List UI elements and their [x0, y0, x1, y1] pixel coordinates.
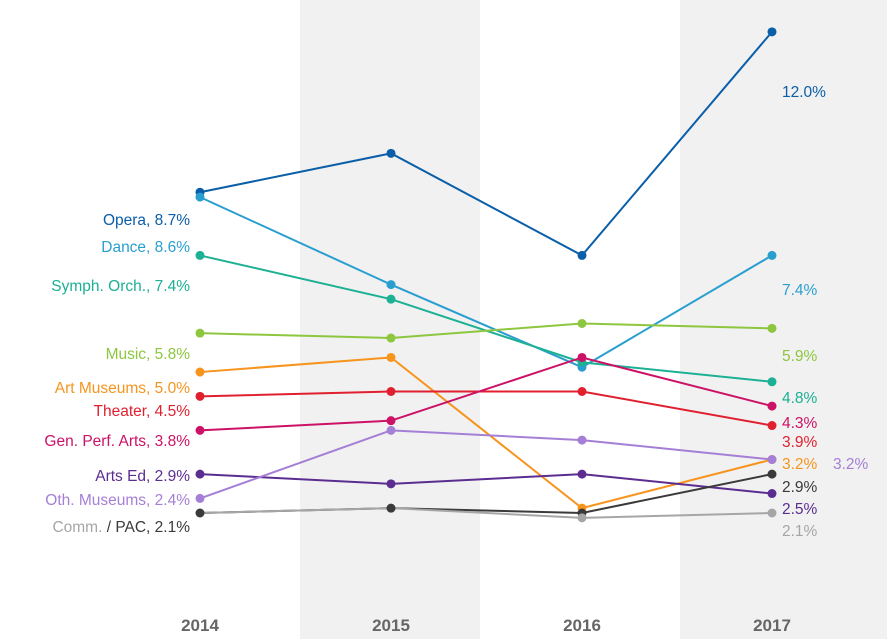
series-line-comm [199, 507, 773, 519]
data-point-oth-museums-2014 [195, 493, 205, 503]
data-point-music-2015 [386, 333, 396, 343]
right-label-music: 5.9% [782, 348, 818, 365]
right-label-oth-museums: 3.2% [833, 456, 869, 473]
series-labels: Opera, 8.7% 12.0% Dance, 8.6% 7.4% Symph. Or… [44, 84, 868, 540]
right-label-arts-ed: 2.5% [782, 501, 818, 518]
data-point-theater-2016 [577, 387, 587, 396]
data-point-comm-pac-2015 [386, 503, 396, 513]
data-point-art-museums-2014 [195, 367, 205, 377]
right-label-theater: 3.9% [782, 434, 818, 451]
data-point-gen-perf-arts-2015 [386, 416, 396, 426]
data-point-music-2014 [195, 328, 205, 338]
left-label-opera: Opera, 8.7% [103, 212, 190, 229]
x-tick-2016: 2016 [563, 616, 601, 635]
column-band-2017 [680, 0, 887, 639]
data-point-theater-2017 [767, 421, 777, 431]
data-point-dance-2015 [386, 280, 396, 290]
x-tick-2014: 2014 [181, 616, 219, 635]
x-tick-2017: 2017 [753, 616, 791, 635]
series-line-gen-perf-arts [199, 356, 773, 432]
series-line-music [199, 322, 773, 340]
data-point-oth-museums-2017 [767, 455, 777, 465]
data-point-arts-ed-2015 [386, 479, 396, 489]
right-label-symph-orch: 4.8% [782, 390, 818, 407]
right-label-art-museums: 3.2% [782, 456, 818, 473]
series-line-theater [199, 390, 773, 427]
data-point-symph-orch-2015 [386, 294, 396, 304]
data-point-music-2017 [767, 323, 777, 333]
left-label-symph-orch: Symph. Orch., 7.4% [51, 278, 190, 295]
data-point-theater-2015 [386, 387, 396, 396]
left-label-art-museums: Art Museums, 5.0% [55, 380, 190, 397]
data-point-gen-perf-arts-2017 [767, 401, 777, 411]
right-label-comm-pac: 2.9% [782, 479, 818, 496]
data-point-comm-2017 [767, 508, 777, 518]
data-point-opera-2017 [767, 27, 777, 37]
data-point-symph-orch-2014 [195, 250, 205, 260]
data-point-theater-2014 [195, 391, 205, 401]
series-line-oth-museums [199, 429, 773, 500]
left-label-dance: Dance, 8.6% [101, 239, 190, 256]
left-label-gen-perf-arts: Gen. Perf. Arts, 3.8% [44, 433, 190, 450]
data-point-opera-2015 [386, 148, 396, 158]
data-point-art-museums-2015 [386, 352, 396, 362]
series-line-opera [199, 31, 773, 257]
data-point-gen-perf-arts-2016 [577, 352, 587, 362]
data-point-gen-perf-arts-2014 [195, 425, 205, 435]
right-label-opera: 12.0% [782, 84, 826, 101]
left-label-part-comm: Comm. [52, 519, 102, 536]
series-line-dance [199, 196, 773, 369]
left-label-comm-pac: Comm. / PAC, 2.1% [52, 519, 190, 536]
left-label-arts-ed: Arts Ed, 2.9% [95, 468, 190, 485]
data-point-comm-pac-2017 [767, 469, 777, 479]
data-point-dance-2017 [767, 250, 777, 260]
data-point-dance-2014 [195, 192, 205, 202]
left-label-part-pac: / PAC, 2.1% [102, 519, 190, 536]
right-label-dance: 7.4% [782, 282, 818, 299]
data-point-opera-2016 [577, 250, 587, 260]
data-point-oth-museums-2015 [386, 425, 396, 435]
left-label-music: Music, 5.8% [106, 346, 191, 363]
left-label-oth-museums: Oth. Museums, 2.4% [45, 492, 190, 509]
right-label-gen-perf-arts: 4.3% [782, 415, 818, 432]
series-line-arts-ed [199, 473, 773, 495]
data-point-music-2016 [577, 318, 587, 328]
x-axis-ticks: 2014 2015 2016 2017 [181, 616, 791, 635]
data-point-oth-museums-2016 [577, 435, 587, 445]
data-point-comm-pac-2014 [195, 508, 205, 518]
x-tick-2015: 2015 [372, 616, 410, 635]
series-lines [199, 31, 773, 519]
data-point-arts-ed-2016 [577, 469, 587, 479]
series-points [195, 27, 777, 523]
data-point-comm-2016 [577, 513, 587, 523]
data-point-symph-orch-2017 [767, 377, 777, 387]
left-label-theater: Theater, 4.5% [93, 403, 190, 420]
data-point-arts-ed-2014 [195, 469, 205, 479]
data-point-arts-ed-2017 [767, 489, 777, 499]
right-label-comm: 2.1% [782, 523, 818, 540]
